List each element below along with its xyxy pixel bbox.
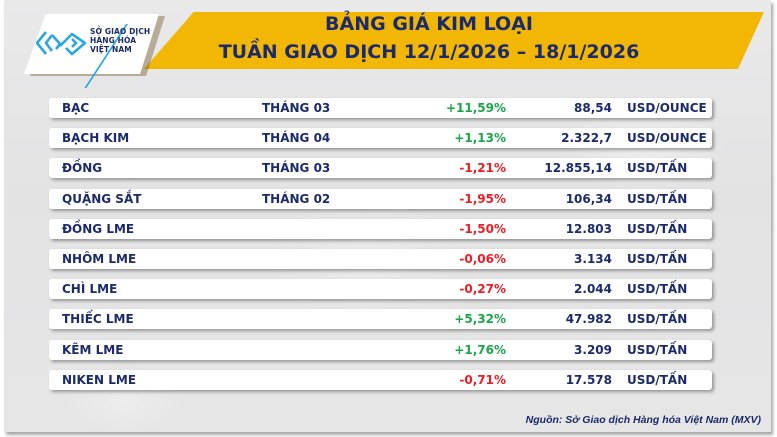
infographic-panel: BẢNG GIÁ KIM LOẠI TUẦN GIAO DỊCH 12/1/20… (4, 0, 771, 432)
source-note: Nguồn: Sở Giao dịch Hàng hóa Việt Nam (M… (525, 414, 761, 426)
table-row: ĐỒNG LME -1,50% 12.803 USD/TẤN (49, 218, 712, 239)
contract-month: THÁNG 03 (262, 161, 331, 176)
metal-name: THIẾC LME (62, 312, 134, 327)
logo-line-1: SỞ GIAO DỊCH (90, 27, 151, 36)
contract-month: THÁNG 03 (262, 101, 331, 115)
price: 12.855,14 (544, 161, 612, 176)
title-line-2: TUẦN GIAO DỊCH 12/1/2026 – 18/1/2026 (218, 41, 640, 63)
weekly-change: +1,76% (454, 342, 506, 357)
price: 47.982 (565, 312, 612, 327)
metal-name: KẼM LME (62, 342, 124, 357)
unit: USD/TẤN (627, 372, 688, 387)
weekly-change: -0,27% (459, 282, 506, 297)
title-banner (144, 12, 764, 69)
contract-month: THÁNG 02 (262, 191, 331, 206)
unit: USD/TẤN (627, 251, 688, 266)
table-row: CHÌ LME -0,27% 2.044 USD/TẤN (49, 279, 712, 300)
logo-line-3: VIỆT NAM (90, 45, 132, 54)
metal-name: BẠC (62, 101, 90, 115)
metal-name: NHÔM LME (62, 251, 137, 266)
weekly-change: -1,95% (459, 191, 506, 206)
price: 106,34 (565, 191, 612, 206)
table-row: KẼM LME +1,76% 3.209 USD/TẤN (49, 339, 712, 360)
unit: USD/TẤN (627, 191, 688, 206)
weekly-change: -0,71% (459, 372, 506, 387)
metal-name: BẠCH KIM (62, 131, 130, 146)
price: 3.134 (574, 251, 612, 266)
price-table: BẠC THÁNG 03 +11,59% 88,54 USD/OUNCE BẠC… (49, 98, 712, 400)
logo-text: SỞ GIAO DỊCH HÀNG HÓA VIỆT NAM (90, 27, 150, 54)
metal-name: ĐỒNG LME (62, 221, 135, 236)
table-row: NHÔM LME -0,06% 3.134 USD/TẤN (49, 248, 712, 269)
unit: USD/OUNCE (627, 131, 707, 146)
contract-month: THÁNG 04 (262, 131, 331, 146)
weekly-change: +1,13% (454, 131, 506, 146)
logo-line-2: HÀNG HÓA (90, 36, 137, 45)
price: 2.044 (574, 282, 612, 297)
weekly-change: -1,21% (459, 161, 506, 176)
price: 12.803 (565, 221, 612, 236)
metal-name: NIKEN LME (62, 372, 137, 387)
table-row: BẠCH KIM THÁNG 04 +1,13% 2.322,7 USD/OUN… (49, 128, 712, 149)
unit: USD/OUNCE (627, 101, 707, 115)
metal-name: CHÌ LME (62, 282, 118, 297)
mxv-logo-icon (35, 30, 88, 60)
table-row: QUẶNG SẮT THÁNG 02 -1,95% 106,34 USD/TẤN (49, 188, 712, 209)
price: 17.578 (565, 372, 612, 387)
unit: USD/TẤN (627, 282, 688, 297)
unit: USD/TẤN (627, 342, 688, 357)
unit: USD/TẤN (627, 312, 688, 327)
weekly-change: -1,50% (459, 221, 506, 236)
metal-name: ĐỒNG (62, 161, 103, 176)
price: 3.209 (574, 342, 612, 357)
metal-name: QUẶNG SẮT (62, 191, 142, 206)
table-row: THIẾC LME +5,32% 47.982 USD/TẤN (49, 309, 712, 330)
price: 88,54 (574, 101, 612, 115)
weekly-change: -0,06% (459, 251, 506, 266)
table-row: ĐỒNG THÁNG 03 -1,21% 12.855,14 USD/TẤN (49, 158, 712, 179)
weekly-change: +11,59% (445, 101, 506, 115)
page-title: BẢNG GIÁ KIM LOẠI TUẦN GIAO DỊCH 12/1/20… (179, 10, 679, 66)
unit: USD/TẤN (627, 221, 688, 236)
weekly-change: +5,32% (454, 312, 506, 327)
table-row: BẠC THÁNG 03 +11,59% 88,54 USD/OUNCE (49, 98, 712, 118)
price: 2.322,7 (561, 131, 612, 146)
title-line-1: BẢNG GIÁ KIM LOẠI (325, 13, 533, 35)
unit: USD/TẤN (627, 161, 688, 176)
table-row: NIKEN LME -0,71% 17.578 USD/TẤN (49, 369, 712, 390)
